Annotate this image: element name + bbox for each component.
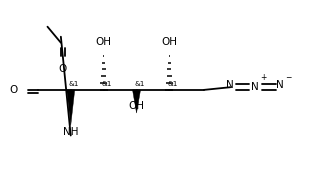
Text: N: N bbox=[251, 82, 259, 92]
Text: &1: &1 bbox=[69, 81, 79, 87]
Text: NH: NH bbox=[63, 127, 79, 137]
Text: OH: OH bbox=[96, 37, 112, 47]
Text: N: N bbox=[226, 80, 234, 90]
Text: &1: &1 bbox=[102, 81, 112, 87]
Polygon shape bbox=[67, 90, 75, 125]
Text: &1: &1 bbox=[167, 81, 178, 87]
Polygon shape bbox=[133, 90, 140, 113]
Text: OH: OH bbox=[162, 37, 177, 47]
Text: &1: &1 bbox=[135, 81, 145, 87]
Text: O: O bbox=[10, 85, 18, 95]
Text: −: − bbox=[285, 73, 291, 82]
Text: O: O bbox=[59, 64, 67, 74]
Text: N: N bbox=[276, 80, 284, 90]
Text: +: + bbox=[260, 73, 266, 82]
Text: OH: OH bbox=[129, 101, 144, 111]
